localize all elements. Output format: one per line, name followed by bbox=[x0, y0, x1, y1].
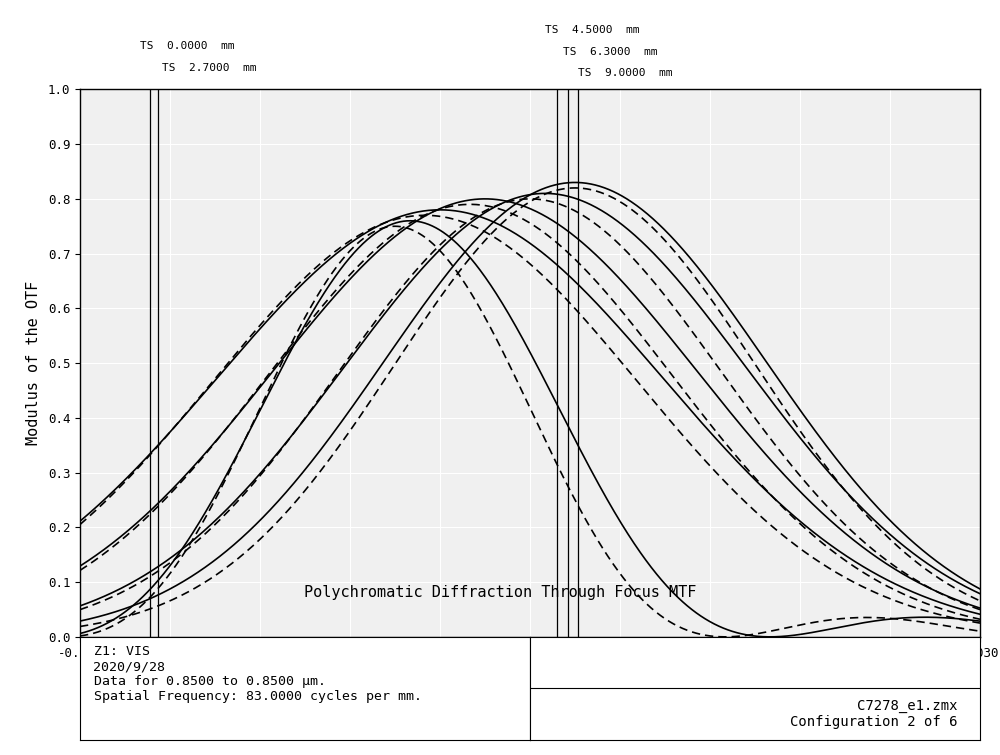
Text: TS  6.3000  mm: TS 6.3000 mm bbox=[563, 47, 658, 57]
X-axis label: Focus shift in Millimeters: Focus shift in Millimeters bbox=[411, 667, 649, 682]
Y-axis label: Modulus of the OTF: Modulus of the OTF bbox=[26, 281, 41, 445]
Text: TS  4.5000  mm: TS 4.5000 mm bbox=[545, 25, 640, 35]
Text: TS  0.0000  mm: TS 0.0000 mm bbox=[140, 41, 234, 51]
Text: TS  2.7000  mm: TS 2.7000 mm bbox=[162, 63, 257, 73]
Text: C7278_e1.zmx
Configuration 2 of 6: C7278_e1.zmx Configuration 2 of 6 bbox=[790, 699, 958, 729]
Text: Z1: VIS
2020/9/28
Data for 0.8500 to 0.8500 μm.
Spatial Frequency: 83.0000 cycle: Z1: VIS 2020/9/28 Data for 0.8500 to 0.8… bbox=[94, 645, 422, 703]
Text: Polychromatic Diffraction Through Focus MTF: Polychromatic Diffraction Through Focus … bbox=[304, 585, 696, 600]
Text: TS  9.0000  mm: TS 9.0000 mm bbox=[578, 69, 672, 79]
